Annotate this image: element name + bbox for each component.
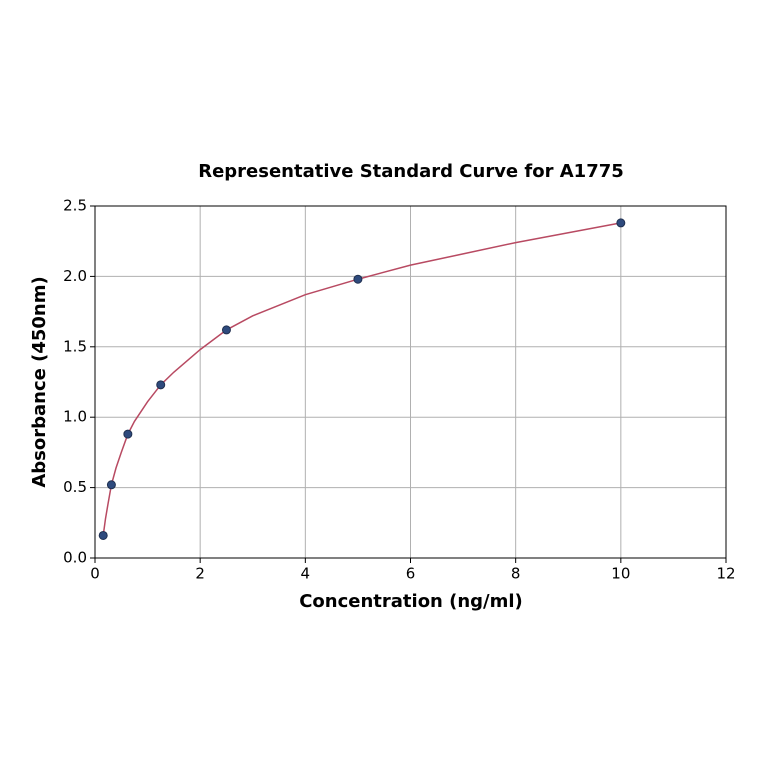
chart-title: Representative Standard Curve for A1775 <box>198 161 624 182</box>
fit-curve <box>102 222 621 536</box>
data-point <box>98 530 108 540</box>
y-tick-label: 2.5 <box>63 197 87 215</box>
data-point <box>616 218 626 228</box>
y-tick-label: 1.0 <box>63 408 87 426</box>
x-tick-label: 8 <box>511 565 521 583</box>
x-tick-label: 0 <box>90 565 100 583</box>
x-tick-label: 6 <box>406 565 416 583</box>
plot-frame <box>94 205 727 559</box>
data-point <box>106 480 116 490</box>
y-axis-label: Absorbance (450nm) <box>29 276 50 487</box>
y-tick-label: 2.0 <box>63 267 87 285</box>
x-tick-label: 12 <box>716 565 735 583</box>
x-axis-label: Concentration (ng/ml) <box>299 591 523 612</box>
data-point <box>123 429 133 439</box>
data-point <box>353 274 363 284</box>
x-tick-label: 2 <box>195 565 205 583</box>
x-tick-label: 10 <box>611 565 630 583</box>
y-tick-label: 0.5 <box>63 478 87 496</box>
y-tick-label: 1.5 <box>63 337 87 355</box>
data-point <box>156 380 166 390</box>
x-tick-label: 4 <box>301 565 311 583</box>
data-point <box>221 325 231 335</box>
y-tick-label: 0.0 <box>63 549 87 567</box>
